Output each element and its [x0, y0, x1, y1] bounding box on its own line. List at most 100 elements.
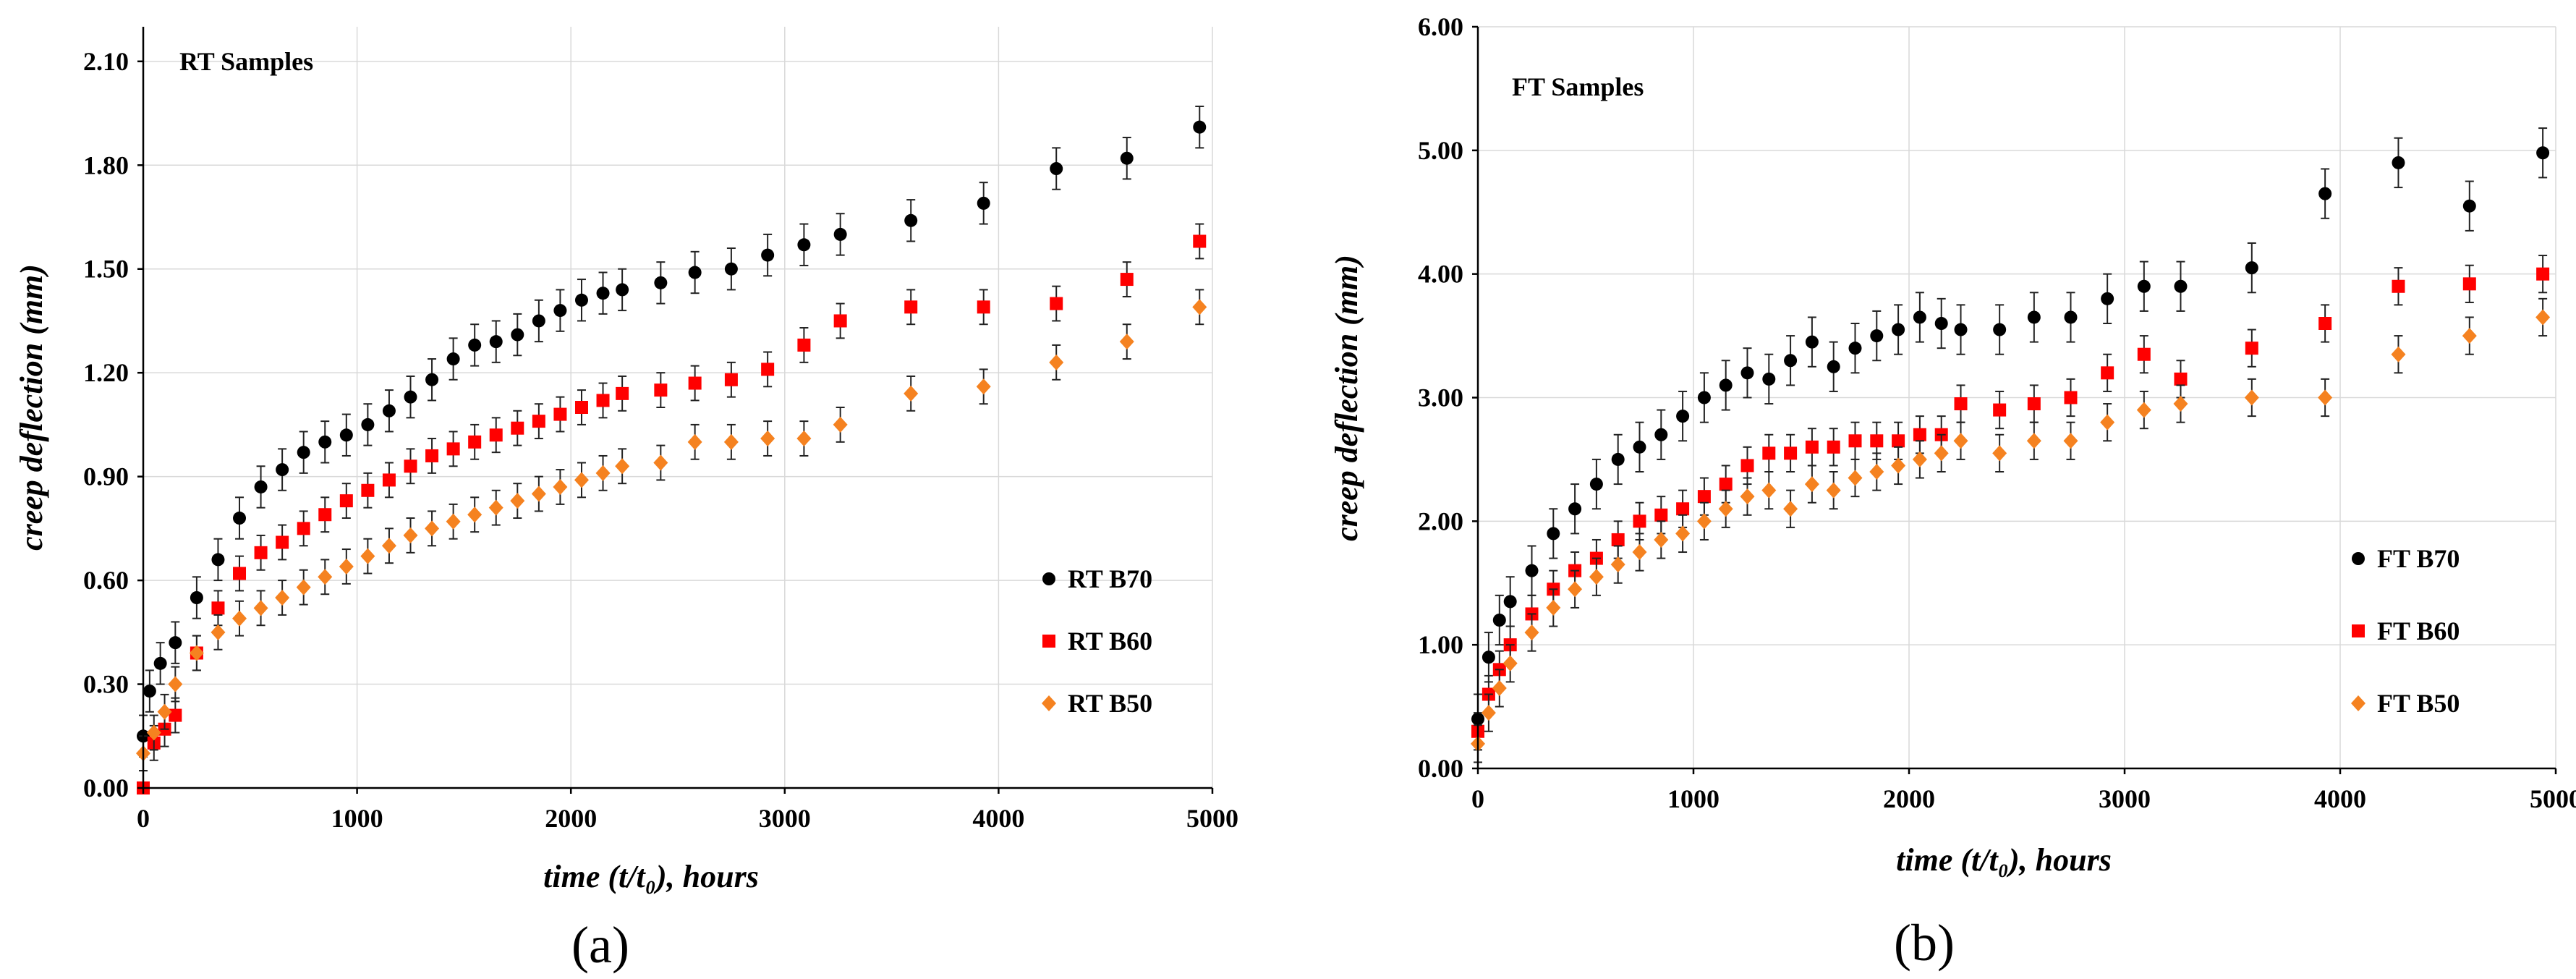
data-point	[615, 458, 630, 475]
data-point	[1784, 446, 1798, 460]
data-point	[760, 431, 775, 447]
x-tick-label: 2000	[1883, 784, 1935, 813]
data-point	[2100, 414, 2115, 431]
data-point	[1993, 323, 2007, 336]
data-point	[1740, 459, 1754, 472]
y-tick-label: 0.30	[83, 670, 129, 699]
data-point	[1954, 397, 1968, 411]
data-point	[2535, 309, 2551, 326]
series-ft-b70	[1471, 127, 2550, 745]
data-point	[688, 266, 702, 279]
y-tick-label: 1.20	[83, 358, 129, 387]
data-point	[276, 535, 289, 549]
data-point	[574, 401, 588, 414]
data-point	[2462, 199, 2476, 213]
data-point	[1676, 410, 1690, 423]
data-point	[1481, 705, 1496, 721]
data-point	[488, 499, 503, 516]
data-point	[904, 385, 919, 402]
y-tick-label: 4.00	[1418, 260, 1463, 289]
data-point	[2536, 146, 2550, 160]
data-point	[1049, 354, 1064, 370]
legend-item: FT B70	[2352, 544, 2460, 573]
data-point	[1740, 366, 1754, 380]
data-point	[1891, 457, 1906, 474]
data-point	[254, 546, 268, 559]
data-point	[1192, 299, 1207, 315]
data-point	[2026, 433, 2041, 449]
data-point	[1869, 464, 1884, 480]
data-point	[1719, 478, 1733, 491]
data-point	[446, 513, 461, 530]
data-point	[2318, 389, 2333, 406]
data-point	[796, 431, 812, 447]
data-point	[596, 287, 610, 300]
data-point	[169, 636, 182, 650]
data-point	[1697, 490, 1711, 504]
plot-area-a	[143, 27, 1212, 788]
legend-label: RT B70	[1068, 564, 1152, 593]
data-point	[211, 553, 225, 567]
data-point	[761, 248, 775, 262]
data-point	[976, 378, 991, 395]
data-point	[2245, 261, 2258, 275]
legend-item: RT B50	[1042, 689, 1152, 718]
data-point	[2318, 187, 2332, 200]
data-point	[553, 304, 567, 318]
data-point	[904, 300, 918, 314]
data-point	[1546, 599, 1561, 616]
data-point	[1568, 502, 1582, 516]
data-point	[1784, 354, 1798, 368]
data-point	[1675, 525, 1691, 542]
data-point	[2536, 267, 2550, 281]
data-point	[275, 590, 290, 606]
data-point	[531, 486, 546, 502]
data-point	[1762, 372, 1776, 386]
data-point	[297, 446, 310, 459]
data-point	[1870, 329, 1884, 343]
legend-item: RT B70	[1042, 564, 1152, 593]
data-point	[833, 227, 847, 241]
data-point	[761, 363, 775, 376]
data-point	[1193, 120, 1207, 134]
data-point	[361, 418, 375, 431]
data-point	[318, 569, 333, 585]
data-point	[425, 520, 440, 537]
legend-label: RT B60	[1068, 627, 1152, 656]
data-point	[1718, 501, 1733, 517]
data-point	[2173, 396, 2188, 412]
data-point	[1913, 310, 1926, 324]
data-point	[977, 196, 990, 210]
data-point	[1740, 488, 1755, 505]
data-point	[2462, 277, 2476, 291]
y-tick-label: 6.00	[1418, 12, 1463, 41]
legend-marker	[1042, 635, 1055, 648]
data-point	[318, 508, 332, 522]
x-tick-label: 5000	[2530, 784, 2576, 813]
data-point	[833, 416, 848, 433]
data-point	[232, 610, 247, 627]
data-point	[297, 522, 310, 535]
data-point	[724, 373, 738, 386]
data-point	[2174, 279, 2188, 293]
data-point	[2392, 156, 2405, 169]
data-point	[1120, 273, 1134, 287]
data-point	[511, 421, 524, 435]
y-tick-label: 5.00	[1418, 136, 1463, 165]
y-tick-label: 1.80	[83, 151, 129, 179]
data-point	[489, 335, 503, 349]
data-point	[1654, 531, 1669, 548]
data-point	[1805, 440, 1819, 454]
data-point	[2063, 433, 2078, 449]
data-point	[190, 591, 203, 604]
y-ticks-b: 0.00 1.00 2.00 3.00 4.00 5.00 6.00	[1418, 12, 1478, 783]
data-point	[157, 703, 172, 720]
legend-label: RT B50	[1068, 689, 1152, 718]
data-point	[511, 328, 524, 342]
data-point	[468, 435, 482, 449]
x-ticks-b: 0 1000 2000 3000 4000 5000	[1471, 768, 2576, 813]
data-point	[1848, 470, 1863, 486]
data-point	[1827, 360, 1840, 373]
y-tick-label: 0.00	[83, 774, 129, 802]
chart-title-b: FT Samples	[1512, 72, 1644, 101]
